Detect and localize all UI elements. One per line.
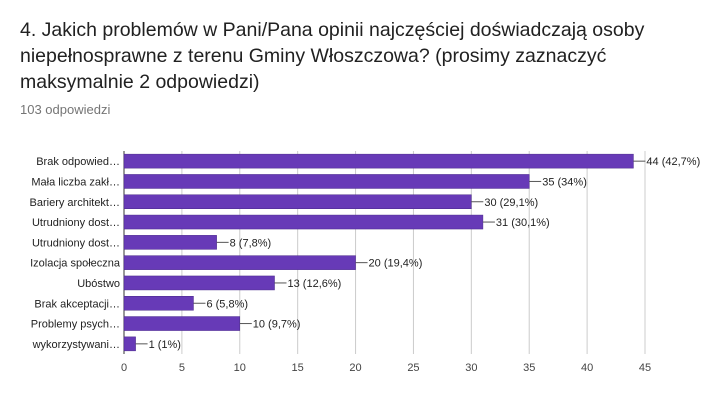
- category-label: Bariery architekt…: [30, 197, 120, 209]
- bar: [123, 255, 356, 270]
- category-label: Problemy psych…: [31, 319, 120, 331]
- category-label: Brak akceptacji…: [34, 298, 120, 310]
- value-label: 31 (30,1%): [496, 217, 550, 229]
- category-label: Ubóstwo: [77, 278, 120, 290]
- bar: [123, 316, 241, 331]
- value-label: 1 (1%): [149, 339, 181, 351]
- category-label: Mała liczba zakł…: [31, 176, 120, 188]
- value-label: 8 (7,8%): [230, 237, 272, 249]
- value-label: 30 (29,1%): [484, 197, 538, 209]
- category-label: wykorzystywani…: [32, 339, 120, 351]
- x-tick-label: 20: [349, 362, 361, 374]
- value-label: 20 (19,4%): [369, 258, 423, 270]
- x-tick-label: 25: [407, 362, 419, 374]
- x-tick-label: 0: [121, 362, 127, 374]
- category-label: Utrudniony dost…: [32, 237, 120, 249]
- bar: [123, 296, 194, 311]
- value-label: 44 (42,7%): [646, 156, 700, 168]
- x-tick-label: 30: [465, 362, 477, 374]
- response-count: 103 odpowiedzi: [20, 102, 111, 117]
- x-tick-label: 10: [234, 362, 246, 374]
- x-tick-label: 40: [581, 362, 593, 374]
- x-tick-label: 35: [523, 362, 535, 374]
- value-label: 10 (9,7%): [253, 319, 301, 331]
- bar: [123, 194, 472, 209]
- value-label: 6 (5,8%): [206, 298, 248, 310]
- bar: [123, 174, 530, 189]
- bar: [123, 336, 136, 352]
- x-tick-label: 15: [292, 362, 304, 374]
- category-label: Utrudniony dost…: [32, 217, 120, 229]
- bar: [123, 275, 275, 291]
- bar: [123, 235, 217, 250]
- bar: [123, 214, 484, 230]
- x-tick-label: 5: [179, 362, 185, 374]
- category-label: Izolacja społeczna: [30, 258, 121, 270]
- question-title: 4. Jakich problemów w Pani/Pana opinii n…: [20, 19, 645, 93]
- bar: [123, 153, 634, 169]
- category-label: Brak odpowied…: [36, 156, 120, 168]
- value-label: 13 (12,6%): [288, 278, 342, 290]
- value-label: 35 (34%): [542, 176, 587, 188]
- x-tick-label: 45: [639, 362, 651, 374]
